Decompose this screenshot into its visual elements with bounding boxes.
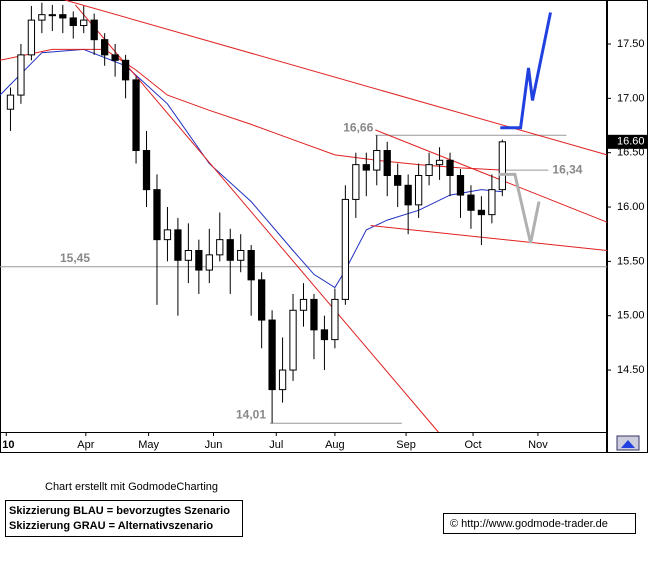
trend-line xyxy=(375,129,608,223)
candle-body xyxy=(90,19,98,41)
plot-frame xyxy=(0,0,607,433)
last-price-box xyxy=(608,134,647,149)
candle-body xyxy=(257,279,266,321)
candle-body xyxy=(477,209,486,216)
candle-body xyxy=(27,19,36,56)
y-tick-label: 16.50 xyxy=(617,147,645,159)
candle-body xyxy=(352,164,360,200)
candle-body xyxy=(373,150,381,171)
candle-body xyxy=(111,54,119,61)
level-label: 16,66 xyxy=(343,120,373,134)
chart-icon-glyph xyxy=(621,440,635,448)
candle-body xyxy=(394,175,402,186)
scenario-arrow xyxy=(500,12,552,130)
legend-blue: Skizzierung BLAU = bevorzugtes Szenario xyxy=(9,505,230,517)
candle-body xyxy=(404,184,412,206)
candle-body xyxy=(163,229,172,241)
candle-body xyxy=(289,309,297,371)
candle-body xyxy=(383,150,391,177)
x-tick-label: Sep xyxy=(396,439,416,451)
trend-line xyxy=(75,4,439,433)
y-axis-strip xyxy=(607,0,648,453)
candle-body xyxy=(132,79,140,152)
x-tick-label: Nov xyxy=(528,439,548,451)
candle-body xyxy=(216,239,224,256)
candle-body xyxy=(247,250,255,281)
candle-body xyxy=(226,239,234,261)
x-axis-strip xyxy=(0,432,607,453)
last-price-label: 16.60 xyxy=(617,136,645,148)
candle-body xyxy=(425,164,433,177)
candle-body xyxy=(153,189,161,241)
candle-body xyxy=(331,298,339,341)
candle-body xyxy=(268,319,276,391)
x-tick-label: Apr xyxy=(77,439,94,451)
x-tick-label: Jun xyxy=(205,439,223,451)
y-tick-label: 17.50 xyxy=(617,38,645,50)
y-tick-label: 15.00 xyxy=(617,310,645,322)
x-tick-label: May xyxy=(138,439,159,451)
level-label: 14,01 xyxy=(236,407,266,421)
candle-body xyxy=(498,141,506,191)
scenario-arrow xyxy=(498,172,541,244)
candle-body xyxy=(299,298,308,311)
candle-body xyxy=(184,250,193,261)
x-tick-label: 10 xyxy=(2,439,14,451)
candle-body xyxy=(48,14,56,17)
legend-box xyxy=(5,500,243,537)
candle-body xyxy=(467,194,475,211)
y-tick-label: 17.00 xyxy=(617,92,645,104)
x-tick-label: Jul xyxy=(269,439,283,451)
level-label: 16,34 xyxy=(552,162,582,176)
candle-body xyxy=(237,250,245,261)
candle-body xyxy=(456,175,465,196)
candle-body xyxy=(310,298,318,331)
candle-body xyxy=(38,14,46,21)
candle-body xyxy=(341,198,350,300)
candle-body xyxy=(446,159,454,177)
x-tick-label: Aug xyxy=(325,439,345,451)
y-tick-label: 15.50 xyxy=(617,255,645,267)
candle-body xyxy=(320,329,329,341)
candle-body xyxy=(121,59,130,81)
url-box xyxy=(443,513,636,534)
y-tick-label: 16.00 xyxy=(617,201,645,213)
candle-body xyxy=(17,54,25,96)
candle-body xyxy=(142,150,151,191)
candle-body xyxy=(205,254,213,271)
candle-body xyxy=(488,189,496,216)
candle-body xyxy=(195,250,203,271)
legend-gray: Skizzierung GRAU = Alternativszenario xyxy=(9,520,213,532)
trend-line xyxy=(370,225,608,251)
x-tick-label: Oct xyxy=(464,439,481,451)
candle-body xyxy=(414,175,423,206)
candle-body xyxy=(101,39,109,56)
candle-body xyxy=(59,14,67,19)
candle-body xyxy=(80,19,88,27)
y-tick-label: 14.50 xyxy=(617,364,645,376)
level-label: 15,45 xyxy=(60,251,90,265)
url: © http://www.godmode-trader.de xyxy=(450,518,608,530)
candle-body xyxy=(435,159,444,166)
candle-body xyxy=(69,17,77,27)
candle-body xyxy=(174,229,182,261)
candle-body xyxy=(6,94,15,110)
credit: Chart erstellt mit GodmodeCharting xyxy=(45,481,218,493)
candle-body xyxy=(278,369,287,391)
candle-body xyxy=(362,164,370,171)
